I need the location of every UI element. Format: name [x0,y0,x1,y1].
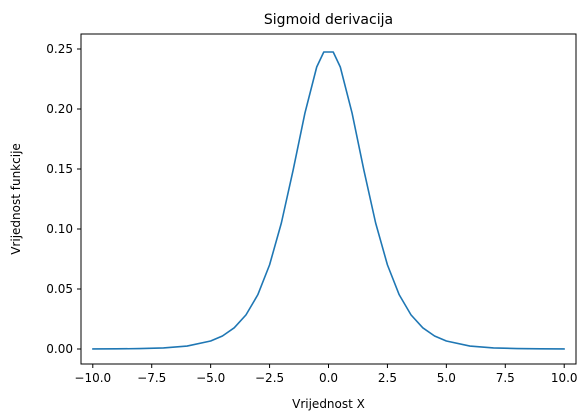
plot-area-frame [80,33,577,365]
series-line [91,51,566,350]
x-axis-label: Vrijednost X [292,397,365,411]
x-tick-label: 5.0 [437,371,456,385]
x-tick-label: 7.5 [496,371,515,385]
axis-ticks: −10.0 −7.5 −5.0 −2.5 0.0 2.5 5.0 7.5 10.0 0.00 0.0… [46,42,577,385]
x-tick-label: 10.0 [551,371,578,385]
x-tick-label: −7.5 [137,371,166,385]
chart-title: Sigmoid derivacija [264,12,393,28]
y-tick-label: 0.05 [46,282,73,296]
y-tick-label: 0.20 [46,102,73,116]
x-tick-label: 2.5 [378,371,397,385]
x-tick-label: 0.0 [319,371,338,385]
y-tick-label: 0.15 [46,162,73,176]
y-tick-label: 0.10 [46,222,73,236]
y-tick-label: 0.00 [46,342,73,356]
x-tick-label: −10.0 [74,371,111,385]
y-tick-label: 0.25 [46,42,73,56]
y-axis-label: Vrijednost funkcije [9,143,23,255]
x-tick-label: −5.0 [196,371,225,385]
x-tick-label: −2.5 [255,371,284,385]
